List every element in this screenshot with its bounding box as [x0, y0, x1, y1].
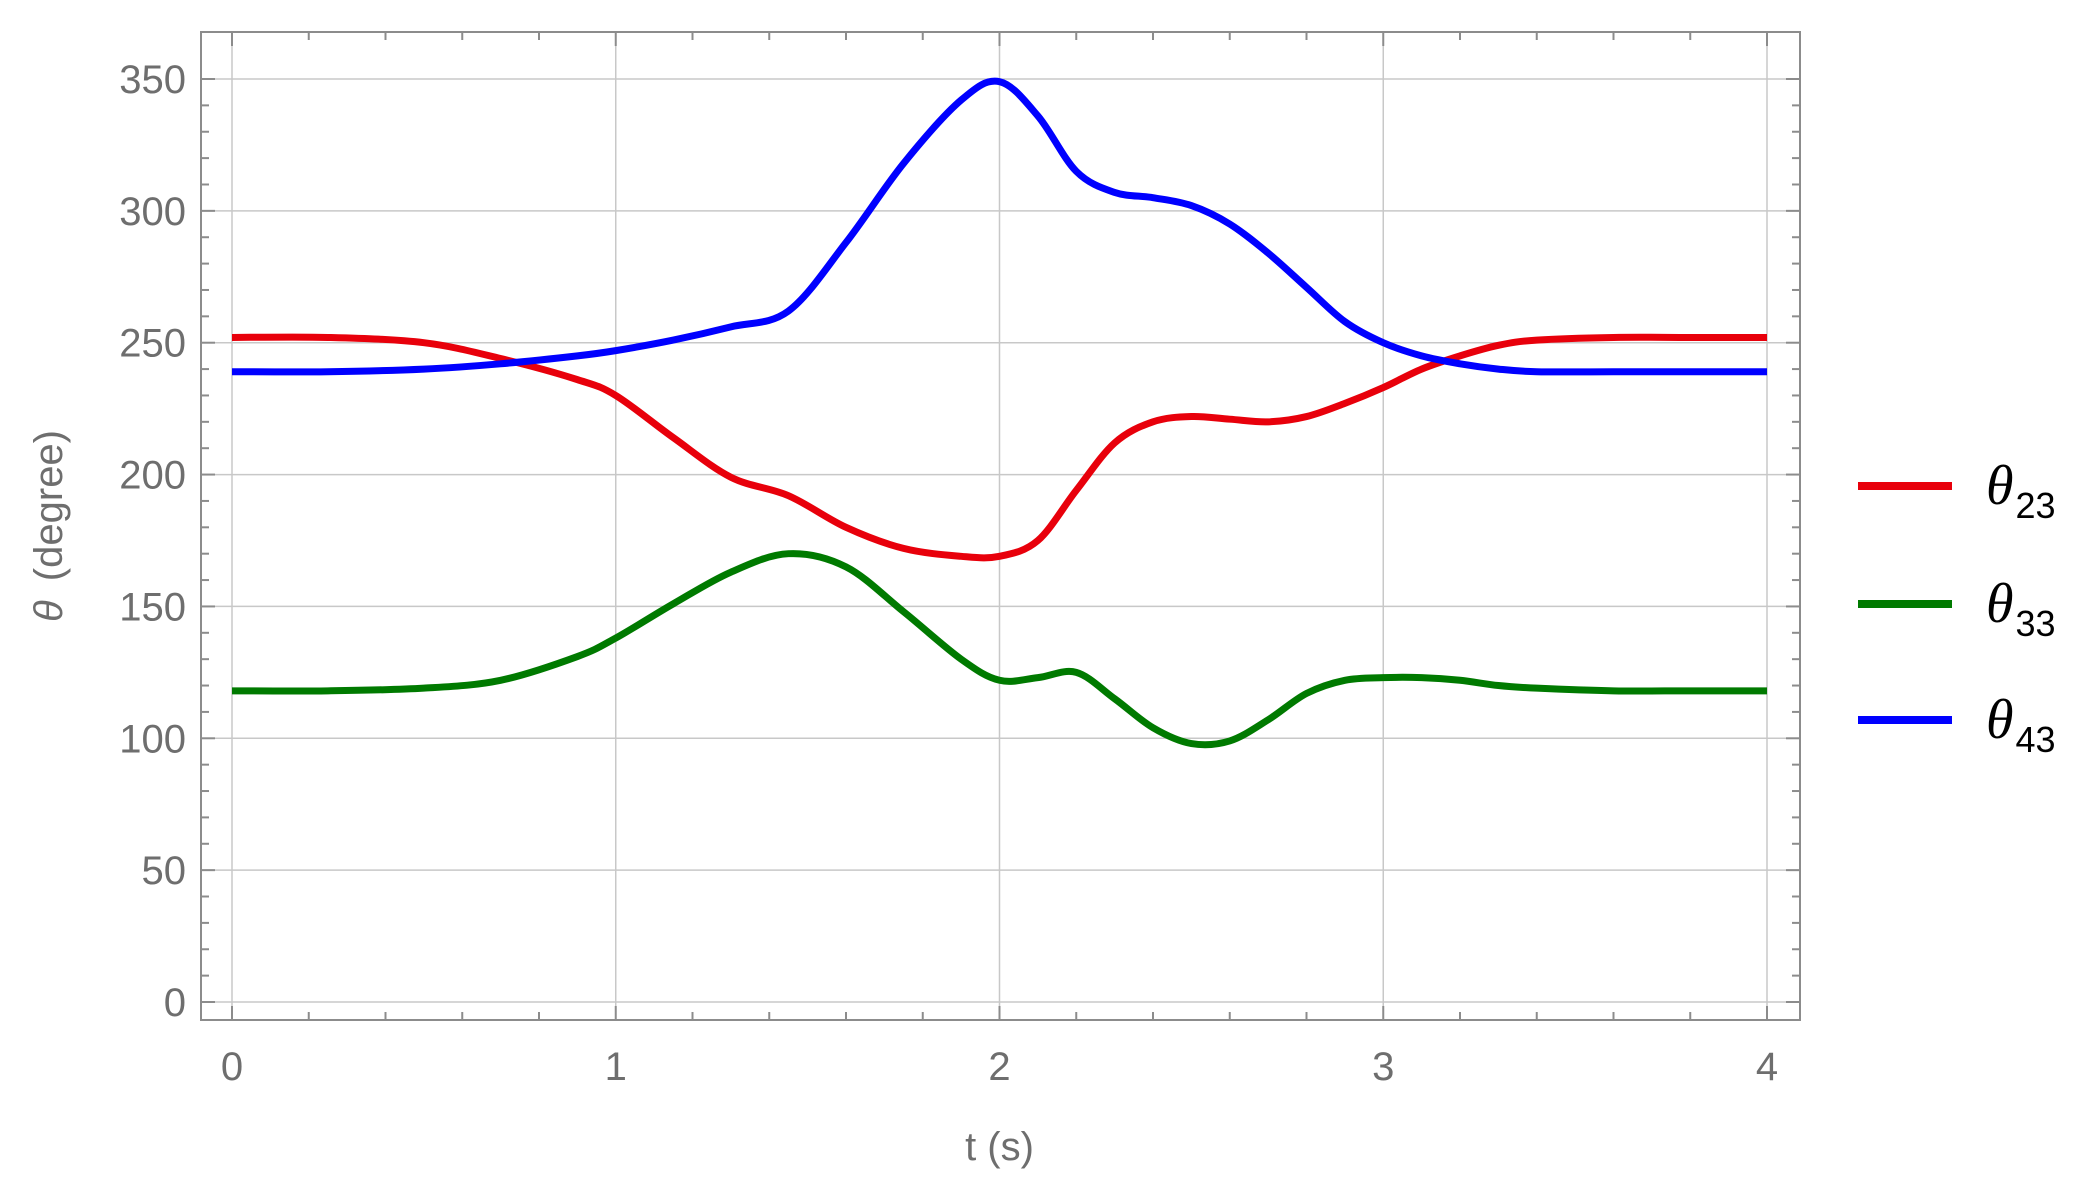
y-tick-label: 200: [119, 454, 186, 498]
legend-symbol: θ: [1986, 689, 2014, 751]
y-tick-label: 50: [142, 849, 187, 893]
axis-ticks: [201, 32, 1800, 1020]
y-axis-symbol: θ: [27, 600, 71, 622]
legend-label-theta-33: θ33: [1986, 573, 2056, 644]
x-tick-label: 0: [221, 1045, 243, 1089]
legend-subscript: 33: [2016, 603, 2056, 644]
y-axis-unit: (degree): [27, 430, 71, 581]
y-tick-label: 0: [164, 981, 186, 1025]
series-line-theta-43: [231, 77, 1767, 376]
x-tick-labels: 0 1 2 3 4: [221, 1045, 1778, 1089]
legend-subscript: 43: [2016, 719, 2056, 760]
y-axis-title: θ (degree): [27, 430, 71, 622]
series-line-theta-33: [231, 550, 1767, 749]
x-tick-label: 3: [1372, 1045, 1394, 1089]
plot-frame: [200, 31, 1801, 1021]
y-tick-label: 250: [119, 322, 186, 366]
y-tick-label: 350: [119, 58, 186, 102]
x-tick-label: 2: [988, 1045, 1010, 1089]
x-tick-label: 1: [605, 1045, 627, 1089]
y-tick-labels: 0 50 100 150 200 250 300 350: [119, 58, 186, 1025]
legend-label-theta-43: θ43: [1986, 689, 2056, 760]
x-axis-title: t (s): [965, 1125, 1034, 1169]
x-tick-label: 4: [1756, 1045, 1778, 1089]
y-tick-label: 100: [119, 717, 186, 761]
legend-symbol: θ: [1986, 573, 2014, 635]
series-line-theta-23: [231, 333, 1767, 562]
legend-symbol: θ: [1986, 455, 2014, 517]
y-tick-label: 150: [119, 585, 186, 629]
legend-label-theta-23: θ23: [1986, 455, 2056, 526]
grid-lines: [201, 32, 1800, 1020]
series-lines: [231, 77, 1767, 749]
legend-subscript: 23: [2016, 485, 2056, 526]
y-tick-label: 300: [119, 190, 186, 234]
